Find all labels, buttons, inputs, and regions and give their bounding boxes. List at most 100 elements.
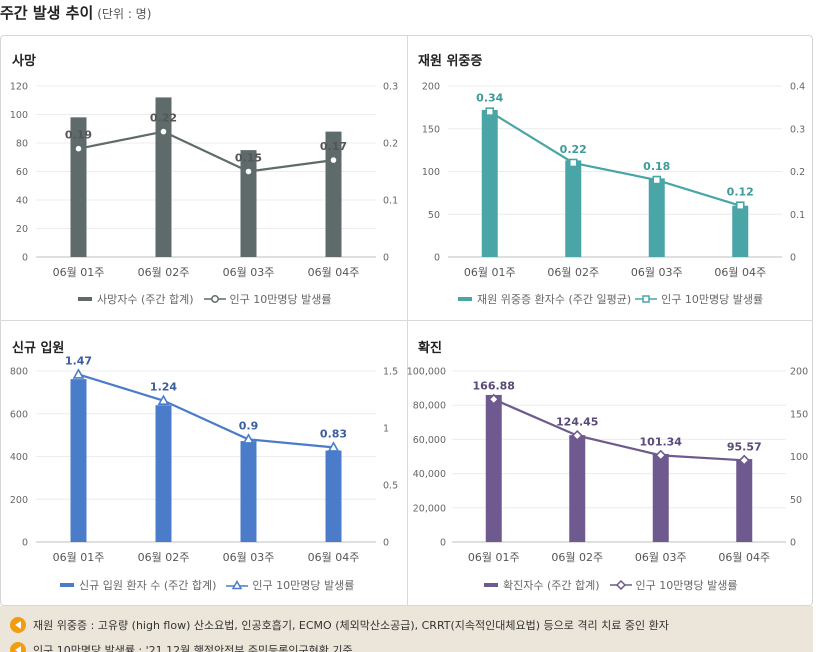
data-label: 95.57	[727, 440, 762, 453]
bar	[569, 435, 586, 542]
x-axis-tick-label: 06월 03주	[223, 551, 275, 564]
chart-title: 확진	[418, 341, 442, 356]
note-text: 재원 위중증 : 고유량 (high flow) 산소요법, 인공호흡기, EC…	[33, 619, 669, 632]
left-axis-tick-label: 600	[10, 409, 28, 420]
x-axis-tick-label: 06월 04주	[308, 551, 360, 564]
legend-bar-swatch	[484, 583, 498, 587]
line-point	[327, 441, 340, 452]
left-axis-tick-label: 200	[10, 495, 28, 506]
left-axis-tick-label: 0	[434, 253, 440, 264]
legend-line-label: 인구 10만명당 발생률	[252, 579, 355, 592]
chart-title: 사망	[12, 54, 36, 69]
data-label: 0.15	[235, 152, 262, 165]
left-axis-tick-label: 100,000	[407, 367, 446, 378]
line-point	[488, 393, 500, 405]
data-label: 0.18	[643, 160, 670, 173]
right-axis-tick-label: 0.2	[383, 139, 398, 150]
right-axis-tick-label: 0	[790, 253, 796, 264]
bar	[736, 459, 753, 542]
speaker-icon	[10, 617, 26, 633]
notes-footer: 재원 위중증 : 고유량 (high flow) 산소요법, 인공호흡기, EC…	[0, 606, 813, 652]
left-axis-tick-label: 0	[440, 538, 446, 549]
bar	[565, 160, 582, 257]
x-axis-tick-label: 06월 03주	[223, 266, 275, 279]
page-unit: (단위 : 명)	[97, 7, 152, 21]
legend-bar-label: 사망자수 (주간 합계)	[97, 293, 194, 306]
data-label: 0.34	[476, 92, 503, 105]
series-line	[78, 373, 334, 449]
x-axis-tick-label: 06월 01주	[468, 551, 520, 564]
line-point	[655, 449, 667, 461]
bar	[485, 394, 502, 542]
line-point	[74, 144, 83, 154]
right-axis-tick-label: 0	[383, 253, 389, 264]
chart-confirmed: 0 20,000 40,000 60,000 80,000 100,000 0 50 100 15…	[407, 367, 808, 565]
bar	[325, 131, 342, 257]
left-axis-tick-label: 80	[16, 139, 28, 150]
left-axis-tick-label: 0	[22, 538, 28, 549]
x-axis-tick-label: 06월 03주	[631, 266, 683, 279]
data-label: 1.47	[65, 354, 92, 367]
series-line	[78, 130, 334, 173]
right-axis-tick-label: 150	[790, 409, 808, 420]
chart-legend: 사망자수 (주간 합계) 인구 10만명당 발생률	[78, 291, 332, 307]
chart-severe: 0 50 100 150 200 0 0.1 0.2 0.3 0.4 06월 01주 06월 02주 0…	[422, 82, 805, 280]
legend-line-swatch	[203, 295, 226, 303]
line-point	[738, 454, 750, 466]
data-label: 0.17	[320, 140, 347, 153]
chart-panel-severe: 재원 위중증 0 50 100 150 200 0 0.1 0.2 0.3 0.4 06월 01주 0…	[408, 36, 813, 320]
series-line	[489, 110, 741, 207]
right-axis-tick-label: 0	[790, 538, 796, 549]
legend-line-label: 인구 10만명당 발생률	[661, 293, 764, 306]
left-axis-tick-label: 100	[10, 110, 28, 121]
legend-line-swatch	[635, 295, 658, 303]
chart-title: 재원 위중증	[418, 54, 483, 69]
x-axis-tick-label: 06월 01주	[464, 266, 516, 279]
chart-title: 신규 입원	[12, 341, 65, 356]
left-axis-tick-label: 20	[16, 224, 28, 235]
bar	[648, 178, 665, 257]
note-item: 재원 위중증 : 고유량 (high flow) 산소요법, 인공호흡기, EC…	[10, 617, 669, 633]
chart-panel-admissions: 신규 입원 0 200 400 600 800 0 0.5 1 1.5 06월 01주 06월 02…	[0, 321, 407, 606]
note-text: 인구 10만명당 발생률 : '21.12월 행정안전부 주민등록인구현황 기준	[33, 644, 353, 652]
panel-divider-horizontal	[0, 320, 813, 321]
bar	[325, 450, 342, 542]
bar	[70, 117, 87, 257]
bar	[155, 405, 172, 542]
line-point	[568, 158, 578, 168]
x-axis-tick-label: 06월 04주	[714, 266, 766, 279]
bar	[732, 205, 749, 257]
legend-bar-label: 확진자수 (주간 합계)	[503, 579, 600, 592]
legend-bar-swatch	[458, 297, 472, 301]
right-axis-tick-label: 0.3	[383, 82, 398, 93]
page-title: 주간 발생 추이 (단위 : 명)	[0, 2, 151, 23]
data-label: 0.22	[150, 112, 177, 125]
left-axis-tick-label: 50	[428, 210, 440, 221]
data-label: 0.22	[560, 143, 587, 156]
legend-bar-label: 신규 입원 환자 수 (주간 합계)	[79, 579, 217, 592]
bar	[652, 453, 669, 542]
legend-line-swatch	[609, 580, 632, 590]
x-axis-tick-label: 06월 02주	[138, 266, 190, 279]
panel-divider-vertical	[407, 36, 408, 606]
bar	[240, 441, 257, 542]
left-axis-tick-label: 800	[10, 367, 28, 378]
line-point	[735, 201, 745, 210]
x-axis-tick-label: 06월 02주	[138, 551, 190, 564]
left-axis-tick-label: 40	[16, 196, 28, 207]
left-axis-tick-label: 200	[422, 82, 440, 93]
line-point	[329, 155, 338, 165]
chart-legend: 신규 입원 환자 수 (주간 합계) 인구 10만명당 발생률	[60, 577, 354, 593]
right-axis-tick-label: 0.5	[383, 481, 398, 492]
legend-line-swatch	[226, 580, 249, 590]
chart-panel-confirmed: 확진 0 20,000 40,000 60,000 80,000 100,000 0 50 10…	[407, 321, 813, 606]
page-header: 주간 발생 추이 (단위 : 명)	[0, 0, 816, 30]
line-point	[72, 368, 85, 379]
line-point	[159, 127, 168, 136]
bar	[481, 109, 498, 257]
left-axis-tick-label: 400	[10, 452, 28, 463]
x-axis-tick-label: 06월 01주	[53, 266, 105, 279]
right-axis-tick-label: 0	[383, 538, 389, 549]
left-axis-tick-label: 60,000	[413, 435, 446, 446]
line-point	[157, 394, 170, 405]
